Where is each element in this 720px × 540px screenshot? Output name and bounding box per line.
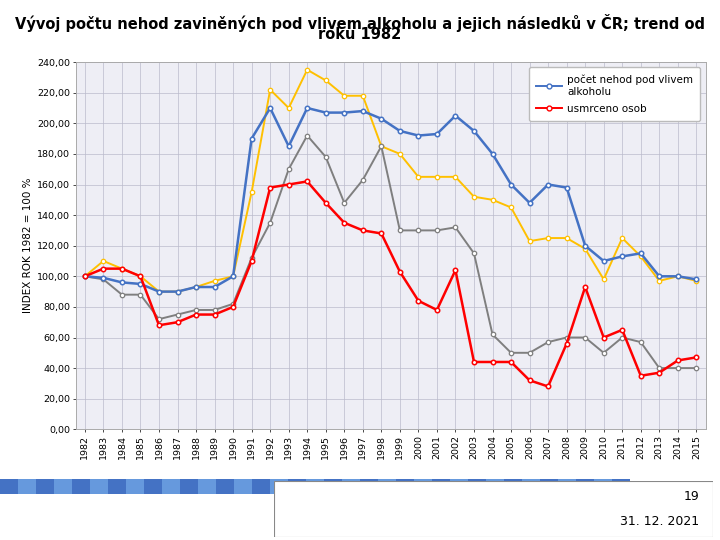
Bar [126, 479, 144, 494]
Bar [36, 479, 54, 494]
Text: 31. 12. 2021: 31. 12. 2021 [621, 515, 700, 528]
Bar [450, 479, 468, 494]
Bar [522, 479, 540, 494]
Bar [396, 479, 414, 494]
Bar [288, 479, 306, 494]
Text: 19: 19 [684, 490, 700, 503]
Bar [378, 479, 396, 494]
Bar [540, 479, 558, 494]
Bar [234, 479, 252, 494]
Bar [558, 479, 576, 494]
Bar [108, 479, 126, 494]
Bar [0, 479, 18, 494]
Text: Vývoj počtu nehod zaviněných pod vlivem alkoholu a jejich následků v ČR; trend o: Vývoj počtu nehod zaviněných pod vlivem … [15, 14, 705, 31]
Bar [504, 479, 522, 494]
Bar [72, 479, 90, 494]
Bar [612, 479, 630, 494]
Bar [90, 479, 108, 494]
Bar [270, 479, 288, 494]
Bar [144, 479, 162, 494]
Bar [360, 479, 378, 494]
Bar [342, 479, 360, 494]
Bar [576, 479, 594, 494]
Bar [324, 479, 342, 494]
Bar [414, 479, 432, 494]
Bar [486, 479, 504, 494]
Bar [432, 479, 450, 494]
Bar [594, 479, 612, 494]
Y-axis label: INDEX ROK 1982 = 100 %: INDEX ROK 1982 = 100 % [23, 178, 33, 313]
Bar [162, 479, 180, 494]
Bar [468, 479, 486, 494]
Legend: počet nehod pod vlivem
alkoholu, usmrceno osob: počet nehod pod vlivem alkoholu, usmrcen… [528, 68, 701, 122]
Bar [18, 479, 36, 494]
Text: roku 1982: roku 1982 [318, 27, 402, 42]
Bar [252, 479, 270, 494]
Bar [306, 479, 324, 494]
Bar [216, 479, 234, 494]
Bar [198, 479, 216, 494]
Bar [180, 479, 198, 494]
Bar [54, 479, 72, 494]
